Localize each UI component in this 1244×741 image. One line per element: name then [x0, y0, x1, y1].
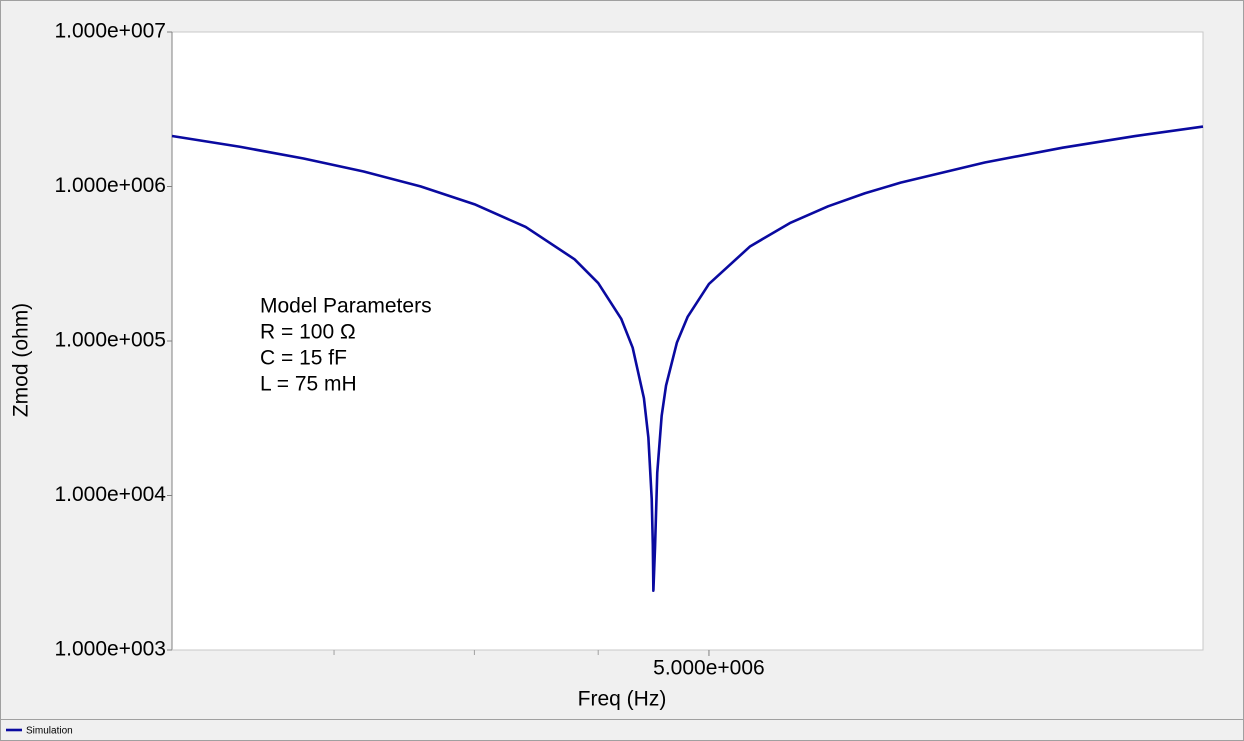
y-tick-label: 1.000e+004: [54, 483, 166, 506]
y-tick-label: 1.000e+003: [54, 638, 166, 661]
annotation-title: Model Parameters: [260, 295, 432, 318]
x-axis-label: Freq (Hz): [578, 688, 667, 711]
annotation-line: R = 100 Ω: [260, 321, 356, 344]
data-line: [171, 125, 1204, 592]
x-tick-label: 5.000e+006: [653, 657, 765, 680]
annotation-line: L = 75 mH: [260, 373, 357, 396]
plot-area: [171, 31, 1204, 651]
y-tick-label: 1.000e+005: [54, 329, 166, 352]
y-tick-label: 1.000e+007: [54, 20, 166, 43]
y-tick-label: 1.000e+006: [54, 174, 166, 197]
y-axis-label: Zmod (ohm): [10, 303, 33, 417]
annotation-line: C = 15 fF: [260, 347, 347, 370]
legend-label: Simulation: [26, 726, 73, 737]
